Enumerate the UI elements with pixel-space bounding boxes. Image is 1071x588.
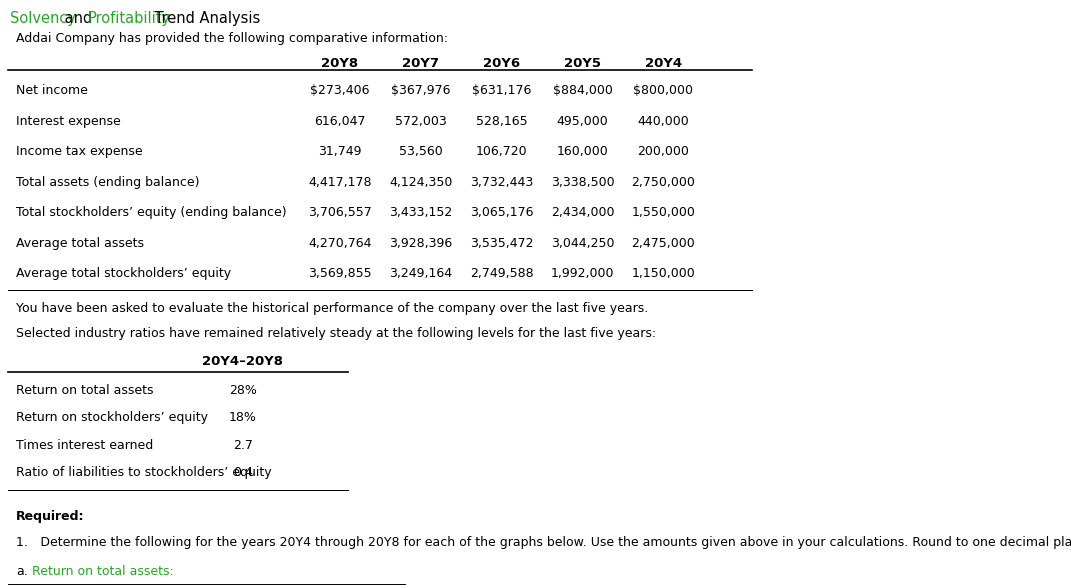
Text: Solvency: Solvency [10, 11, 76, 25]
Text: 3,732,443: 3,732,443 [470, 176, 533, 189]
Text: Times interest earned: Times interest earned [16, 439, 153, 452]
Text: 3,065,176: 3,065,176 [470, 206, 533, 219]
Text: 4,417,178: 4,417,178 [308, 176, 372, 189]
Text: 1,992,000: 1,992,000 [550, 267, 615, 280]
Text: 20Y8: 20Y8 [321, 57, 359, 70]
Text: 2.7: 2.7 [232, 439, 253, 452]
Text: 160,000: 160,000 [557, 145, 608, 158]
Text: 572,003: 572,003 [395, 115, 447, 128]
Text: and: and [60, 11, 96, 25]
Text: 440,000: 440,000 [637, 115, 690, 128]
Text: $631,176: $631,176 [472, 85, 531, 98]
Text: Trend Analysis: Trend Analysis [150, 11, 260, 25]
Text: 3,569,855: 3,569,855 [308, 267, 372, 280]
Text: 200,000: 200,000 [637, 145, 690, 158]
Text: 20Y7: 20Y7 [403, 57, 439, 70]
Text: Ratio of liabilities to stockholders’ equity: Ratio of liabilities to stockholders’ eq… [16, 466, 272, 479]
Text: $367,976: $367,976 [391, 85, 451, 98]
Text: 3,338,500: 3,338,500 [550, 176, 615, 189]
Text: 4,270,764: 4,270,764 [308, 236, 372, 249]
Text: Return on total assets: Return on total assets [16, 384, 153, 397]
Text: 4,124,350: 4,124,350 [389, 176, 452, 189]
Text: 106,720: 106,720 [476, 145, 527, 158]
Text: Addai Company has provided the following comparative information:: Addai Company has provided the following… [16, 32, 448, 45]
Text: Income tax expense: Income tax expense [16, 145, 142, 158]
Text: 0.4: 0.4 [232, 466, 253, 479]
Text: Return on total assets:: Return on total assets: [31, 565, 174, 578]
Text: Profitability: Profitability [88, 11, 170, 25]
Text: 2,750,000: 2,750,000 [632, 176, 695, 189]
Text: 31,749: 31,749 [318, 145, 362, 158]
Text: 18%: 18% [229, 412, 257, 425]
Text: 616,047: 616,047 [314, 115, 365, 128]
Text: 1,550,000: 1,550,000 [632, 206, 695, 219]
Text: 2,475,000: 2,475,000 [632, 236, 695, 249]
Text: Interest expense: Interest expense [16, 115, 121, 128]
Text: Selected industry ratios have remained relatively steady at the following levels: Selected industry ratios have remained r… [16, 326, 657, 339]
Text: Total assets (ending balance): Total assets (ending balance) [16, 176, 199, 189]
Text: 3,044,250: 3,044,250 [550, 236, 615, 249]
Text: 2,749,588: 2,749,588 [470, 267, 533, 280]
Text: Return on stockholders’ equity: Return on stockholders’ equity [16, 412, 208, 425]
Text: 20Y4: 20Y4 [645, 57, 682, 70]
Text: Required:: Required: [16, 510, 85, 523]
Text: 3,535,472: 3,535,472 [470, 236, 533, 249]
Text: 53,560: 53,560 [398, 145, 442, 158]
Text: 3,706,557: 3,706,557 [308, 206, 372, 219]
Text: $273,406: $273,406 [310, 85, 369, 98]
Text: 2,434,000: 2,434,000 [550, 206, 615, 219]
Text: You have been asked to evaluate the historical performance of the company over t: You have been asked to evaluate the hist… [16, 302, 648, 315]
Text: Total stockholders’ equity (ending balance): Total stockholders’ equity (ending balan… [16, 206, 287, 219]
Text: 1. Determine the following for the years 20Y4 through 20Y8 for each of the graph: 1. Determine the following for the years… [16, 536, 1071, 549]
Text: Average total assets: Average total assets [16, 236, 145, 249]
Text: Average total stockholders’ equity: Average total stockholders’ equity [16, 267, 231, 280]
Text: 28%: 28% [229, 384, 257, 397]
Text: 1,150,000: 1,150,000 [632, 267, 695, 280]
Text: 20Y4–20Y8: 20Y4–20Y8 [202, 355, 283, 368]
Text: a.: a. [16, 565, 28, 578]
Text: 3,433,152: 3,433,152 [389, 206, 452, 219]
Text: 20Y5: 20Y5 [564, 57, 601, 70]
Text: 3,928,396: 3,928,396 [389, 236, 452, 249]
Text: Net income: Net income [16, 85, 88, 98]
Text: $800,000: $800,000 [633, 85, 693, 98]
Text: 495,000: 495,000 [557, 115, 608, 128]
Text: 3,249,164: 3,249,164 [389, 267, 452, 280]
Text: 20Y6: 20Y6 [483, 57, 521, 70]
Text: $884,000: $884,000 [553, 85, 613, 98]
Text: 528,165: 528,165 [476, 115, 527, 128]
